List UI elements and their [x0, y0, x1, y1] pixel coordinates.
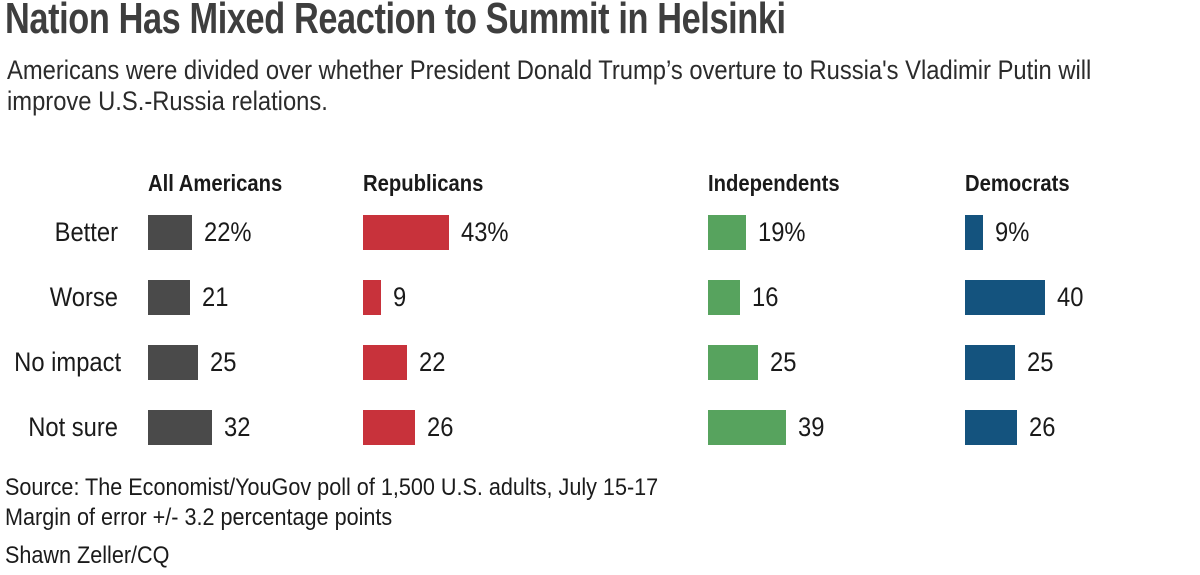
column-header-independents: Independents [708, 170, 840, 196]
bar-group: 9% [965, 215, 1034, 250]
bar-group: 26 [363, 410, 457, 445]
bar-democrats-worse [965, 280, 1045, 315]
bar-value: 25 [770, 347, 797, 377]
bar-all-americans-not-sure [148, 410, 212, 445]
bar-value: 25 [210, 347, 237, 377]
page-title: Nation Has Mixed Reaction to Summit in H… [5, 0, 786, 43]
row-label-better: Better [54, 217, 118, 247]
bar-democrats-better [965, 215, 983, 250]
bar-group: 19% [708, 215, 812, 250]
bar-value: 43% [461, 217, 509, 247]
bar-value: 9% [995, 217, 1030, 247]
column-header-democrats: Democrats [965, 170, 1070, 196]
margin-of-error-note: Margin of error +/- 3.2 percentage point… [5, 504, 393, 531]
byline-credit: Shawn Zeller/CQ [5, 542, 170, 569]
bar-group: 9 [363, 280, 408, 315]
bar-republicans-worse [363, 280, 381, 315]
column-header-republicans: Republicans [363, 170, 484, 196]
bar-independents-not-sure [708, 410, 786, 445]
bar-republicans-better [363, 215, 449, 250]
bar-value: 32 [224, 412, 251, 442]
bar-group: 25 [148, 345, 240, 380]
bar-value: 16 [752, 282, 779, 312]
bar-value: 40 [1057, 282, 1084, 312]
bar-democrats-not-sure [965, 410, 1017, 445]
bar-group: 25 [965, 345, 1057, 380]
bar-group: 43% [363, 215, 515, 250]
bar-all-americans-no-impact [148, 345, 198, 380]
bar-value: 21 [202, 282, 229, 312]
bar-value: 9 [393, 282, 407, 312]
bar-value: 22 [419, 347, 446, 377]
bar-republicans-not-sure [363, 410, 415, 445]
bar-group: 32 [148, 410, 254, 445]
bar-independents-better [708, 215, 746, 250]
bar-value: 26 [1029, 412, 1056, 442]
bar-group: 39 [708, 410, 828, 445]
bar-all-americans-worse [148, 280, 190, 315]
bar-value: 19% [758, 217, 806, 247]
bar-value: 26 [427, 412, 454, 442]
source-note: Source: The Economist/YouGov poll of 1,5… [5, 474, 659, 501]
bar-democrats-no-impact [965, 345, 1015, 380]
bar-group: 16 [708, 280, 782, 315]
row-label-worse: Worse [49, 282, 118, 312]
bar-value: 39 [798, 412, 825, 442]
column-header-all-americans: All Americans [148, 170, 283, 196]
row-label-not-sure: Not sure [28, 412, 118, 442]
bar-all-americans-better [148, 215, 192, 250]
bar-value: 25 [1027, 347, 1054, 377]
bar-group: 22 [363, 345, 449, 380]
subtitle: Americans were divided over whether Pres… [7, 55, 1092, 116]
bar-republicans-no-impact [363, 345, 407, 380]
bar-chart: All Americans Republicans Independents D… [14, 170, 1087, 445]
bar-value: 22% [204, 217, 252, 247]
bar-group: 25 [708, 345, 800, 380]
bar-group: 22% [148, 215, 258, 250]
row-label-no-impact: No impact [14, 347, 122, 377]
bar-independents-no-impact [708, 345, 758, 380]
bar-independents-worse [708, 280, 740, 315]
bar-group: 21 [148, 280, 232, 315]
bar-group: 40 [965, 280, 1087, 315]
bar-group: 26 [965, 410, 1059, 445]
